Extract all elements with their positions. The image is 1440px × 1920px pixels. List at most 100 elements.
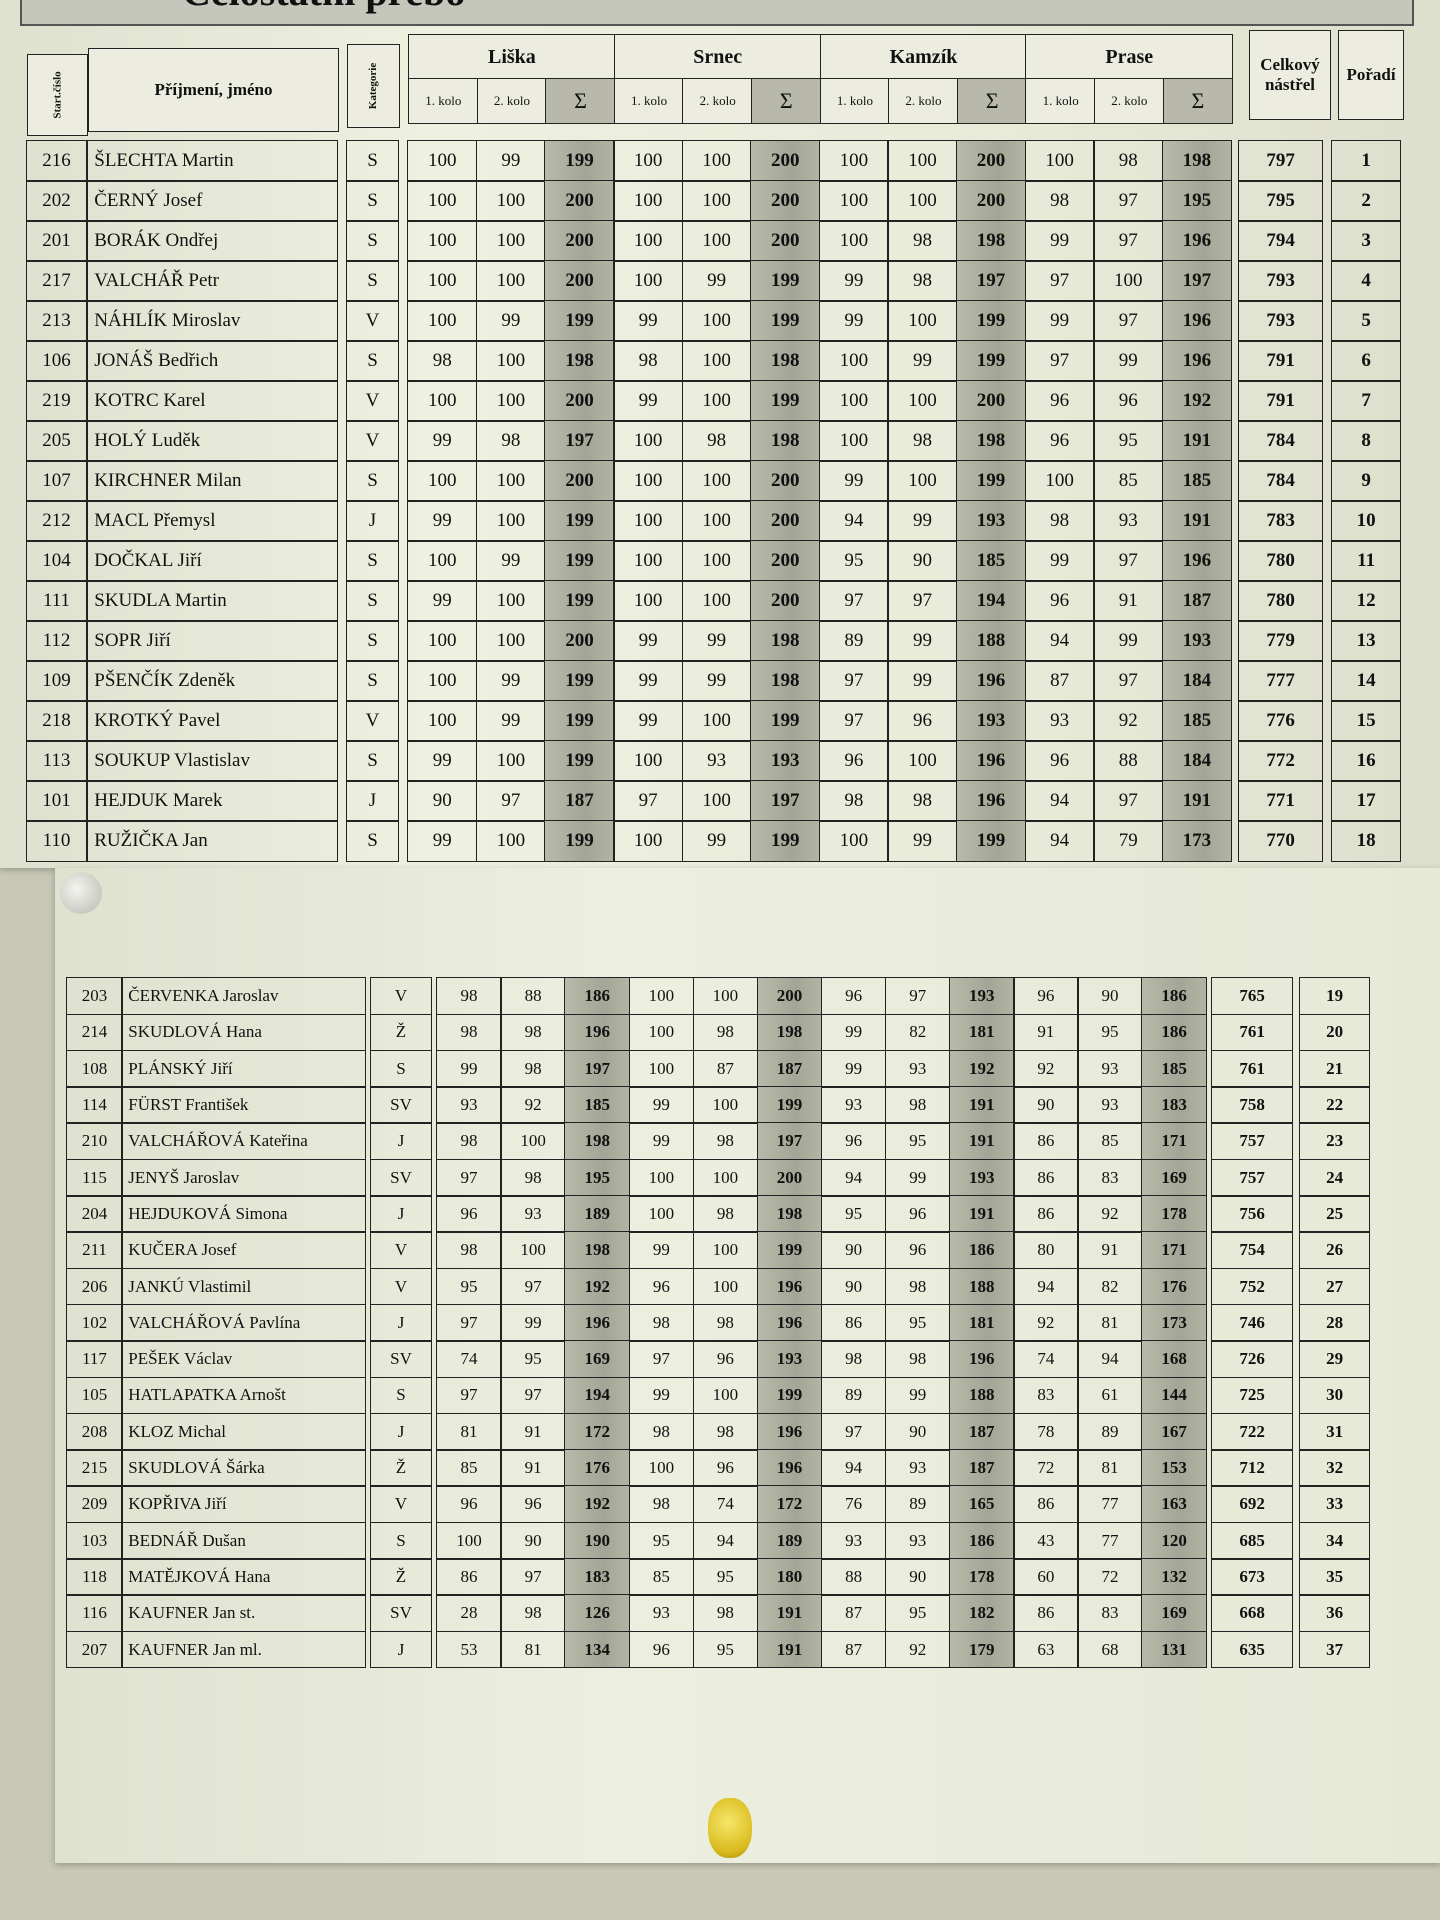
round-score-cell: 99	[475, 660, 546, 702]
round-score-cell: 60	[1013, 1558, 1079, 1596]
round-score-cell: 100	[475, 500, 546, 542]
sum-cell: 199	[544, 700, 615, 742]
sum-cell: 188	[956, 620, 1027, 662]
round-score-cell: 94	[1077, 1340, 1143, 1379]
start-number-cell: 106	[26, 340, 87, 382]
rank-cell: 16	[1331, 740, 1401, 782]
name-cell: HEJDUKOVÁ Simona	[121, 1195, 366, 1233]
round-score-cell: 95	[818, 540, 889, 582]
round-score-cell: 99	[475, 300, 546, 342]
total-cell: 771	[1238, 780, 1323, 822]
table-row: 117 PEŠEK Václav SV 74 95 169 97 96 193 98 98 196 74…	[66, 1340, 1370, 1379]
total-cell: 758	[1211, 1086, 1293, 1124]
round-score-cell: 82	[1077, 1267, 1143, 1306]
round-score-cell: 100	[613, 460, 684, 502]
start-number-cell: 205	[26, 420, 87, 462]
total-cell: 757	[1211, 1158, 1293, 1197]
sum-cell: 187	[1161, 580, 1232, 622]
round-score-cell: 99	[628, 1376, 695, 1415]
round-score-cell: 100	[613, 420, 684, 462]
round-score-cell: 98	[628, 1412, 695, 1451]
total-cell: 793	[1238, 300, 1323, 342]
rank-cell: 15	[1331, 700, 1401, 742]
round-score-cell: 93	[681, 740, 752, 782]
round-score-cell: 100	[818, 420, 889, 462]
name-cell: SOPR Jiří	[87, 620, 338, 662]
rank-cell: 17	[1331, 780, 1401, 822]
total-cell: 685	[1211, 1521, 1293, 1560]
name-cell: BORÁK Ondřej	[87, 220, 338, 262]
sum-cell: 198	[564, 1122, 631, 1161]
header-group-1: Srnec	[613, 34, 822, 80]
start-number-cell: 215	[66, 1449, 123, 1487]
round-score-cell: 100	[407, 300, 478, 342]
round-score-cell: 88	[820, 1558, 887, 1596]
round-score-cell: 95	[884, 1594, 951, 1633]
round-score-cell: 100	[407, 660, 478, 702]
round-score-cell: 90	[884, 1412, 951, 1451]
round-score-cell: 98	[884, 1267, 951, 1306]
total-cell: 757	[1211, 1122, 1293, 1161]
sum-cell: 144	[1141, 1376, 1207, 1415]
category-cell: S	[346, 340, 399, 382]
round-score-cell: 98	[692, 1594, 759, 1633]
round-score-cell: 96	[1013, 977, 1079, 1016]
sum-cell: 198	[756, 1195, 823, 1233]
round-score-cell: 98	[436, 977, 502, 1016]
round-score-cell: 97	[1093, 780, 1164, 822]
name-cell: JONÁŠ Bedřich	[87, 340, 338, 382]
sum-cell: 192	[949, 1049, 1015, 1088]
sum-cell: 191	[1161, 780, 1232, 822]
sum-cell: 198	[750, 620, 821, 662]
category-cell: J	[370, 1412, 432, 1451]
sum-cell: 198	[750, 420, 821, 462]
round-score-cell: 89	[884, 1485, 951, 1524]
category-cell: J	[370, 1303, 432, 1342]
sum-cell: 189	[756, 1521, 823, 1560]
round-score-cell: 85	[628, 1558, 695, 1596]
round-score-cell: 100	[887, 300, 958, 342]
round-score-cell: 96	[820, 977, 887, 1016]
round-score-cell: 98	[628, 1303, 695, 1342]
start-number-cell: 206	[66, 1267, 123, 1306]
round-score-cell: 100	[407, 620, 478, 662]
round-score-cell: 97	[500, 1558, 566, 1596]
sum-cell: 187	[544, 780, 615, 822]
round-score-cell: 93	[1077, 1049, 1143, 1088]
sum-cell: 192	[564, 1267, 631, 1306]
table-row: 206 JANKÚ Vlastimil V 95 97 192 96 100 196 90 98 18…	[66, 1267, 1370, 1306]
round-score-cell: 81	[1077, 1449, 1143, 1487]
round-score-cell: 83	[1013, 1376, 1079, 1415]
sum-cell: 176	[564, 1449, 631, 1487]
page-title: Celostátní přebo	[182, 0, 465, 15]
round-score-cell: 92	[884, 1630, 951, 1669]
rank-cell: 7	[1331, 380, 1401, 422]
table-row: 103 BEDNÁŘ Dušan S 100 90 190 95 94 189 93 93 186 43…	[66, 1521, 1370, 1560]
round-score-cell: 90	[1077, 977, 1143, 1016]
sum-cell: 199	[750, 260, 821, 302]
category-cell: J	[370, 1195, 432, 1233]
round-score-cell: 99	[628, 1122, 695, 1161]
sum-cell: 194	[956, 580, 1027, 622]
sum-cell: 191	[949, 1086, 1015, 1124]
round-score-cell: 100	[692, 1267, 759, 1306]
round-score-cell: 99	[818, 300, 889, 342]
table-row: 211 KUČERA Josef V 98 100 198 99 100 199 90 96 186 8…	[66, 1231, 1370, 1270]
round-score-cell: 100	[407, 380, 478, 422]
round-score-cell: 86	[436, 1558, 502, 1596]
rank-cell: 28	[1299, 1303, 1370, 1342]
header-start-number-label: Start.číslo	[51, 71, 64, 119]
round-score-cell: 98	[436, 1122, 502, 1161]
start-number-cell: 116	[66, 1594, 123, 1633]
total-cell: 692	[1211, 1485, 1293, 1524]
sum-cell: 195	[564, 1158, 631, 1197]
rank-cell: 18	[1331, 820, 1401, 862]
round-score-cell: 100	[407, 220, 478, 262]
round-score-cell: 97	[613, 780, 684, 822]
round-score-cell: 92	[1093, 700, 1164, 742]
sum-cell: 172	[756, 1485, 823, 1524]
sum-cell: 169	[1141, 1158, 1207, 1197]
rank-cell: 19	[1299, 977, 1370, 1016]
round-score-cell: 98	[887, 220, 958, 262]
round-score-cell: 90	[887, 540, 958, 582]
